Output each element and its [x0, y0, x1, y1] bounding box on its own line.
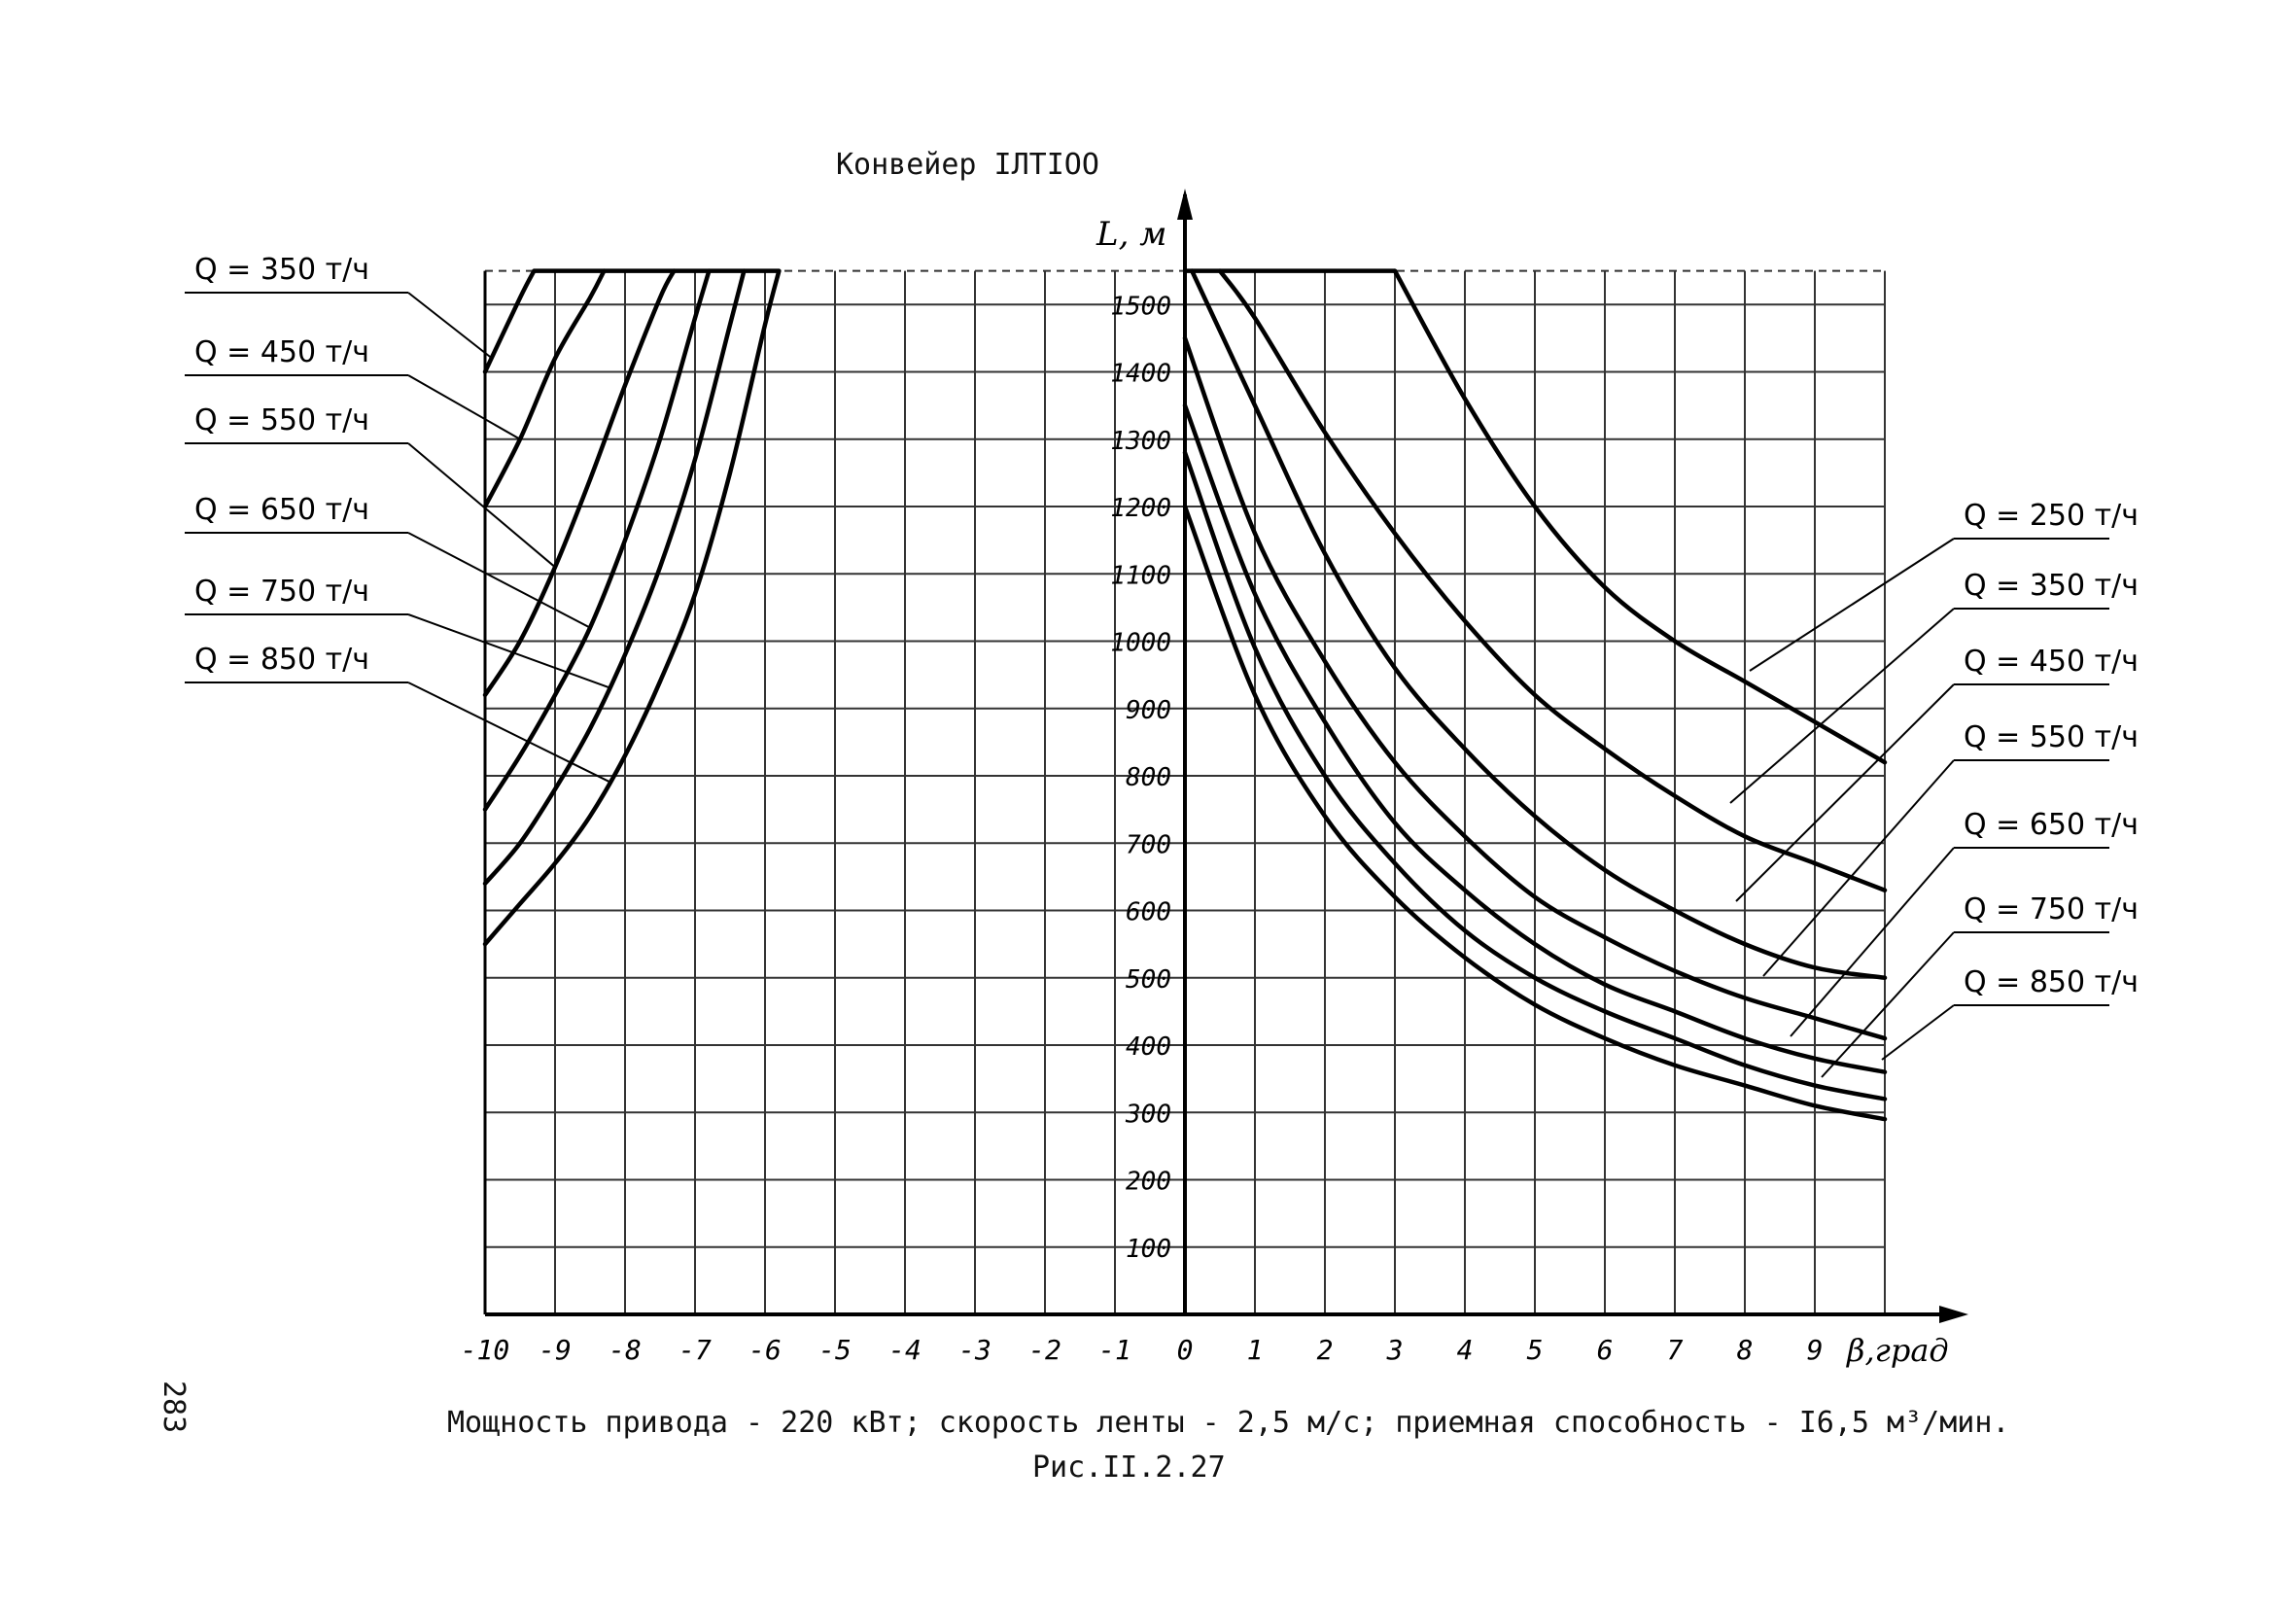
legend-label-right: Q = 550 т/ч	[1964, 720, 2139, 754]
y-axis-label: L, м	[1096, 215, 1166, 254]
caption-line-1: Мощность привода - 220 кВт; скорость лен…	[447, 1406, 2010, 1440]
x-axis-label: β,град	[1846, 1332, 1949, 1369]
x-tick-label: -8	[609, 1334, 642, 1366]
y-tick-label: 1200	[1110, 494, 1171, 523]
legend-label-left: Q = 550 т/ч	[194, 403, 369, 437]
y-tick-label: 1500	[1110, 292, 1171, 321]
legend-label-right: Q = 450 т/ч	[1964, 645, 2139, 679]
y-tick-label: 200	[1126, 1168, 1171, 1197]
x-tick-label: 9	[1807, 1334, 1824, 1366]
x-tick-label: -7	[678, 1334, 712, 1366]
y-tick-label: 900	[1126, 696, 1171, 725]
legend-label-right: Q = 650 т/ч	[1964, 808, 2139, 842]
series-line	[482, 268, 712, 812]
series-line	[1182, 504, 1888, 1122]
legend-label-right: Q = 850 т/ч	[1964, 965, 2139, 999]
legend-leader	[1762, 759, 1955, 977]
legend-leader	[1821, 931, 1955, 1078]
y-tick-label: 800	[1126, 763, 1171, 792]
legend-label-right: Q = 350 т/ч	[1964, 569, 2139, 603]
legend-leader	[407, 442, 556, 569]
y-tick-label: 400	[1126, 1032, 1171, 1062]
legend-leader	[407, 292, 493, 360]
legend-leader	[1729, 608, 1955, 804]
legend-label-left: Q = 750 т/ч	[194, 575, 369, 609]
y-tick-label: 1000	[1110, 629, 1171, 658]
series-line	[482, 268, 782, 947]
series-line	[482, 268, 747, 887]
x-tick-label: -3	[958, 1334, 991, 1366]
x-tick-label: -4	[888, 1334, 922, 1366]
x-tick-label: 2	[1317, 1334, 1334, 1366]
chart-series	[482, 268, 1888, 1122]
y-axis-arrow	[1177, 189, 1193, 220]
y-tick-label: 700	[1126, 830, 1171, 859]
x-tick-label: 3	[1386, 1334, 1404, 1366]
y-tick-label: 600	[1126, 898, 1171, 927]
chart-tick-labels: -10 -9 -8 -7 -6 -5 -4 -3 -2 -1 0 1 2 3 4 5 6 7 8 9100200300…	[461, 215, 1949, 1369]
x-tick-label: -1	[1098, 1334, 1131, 1366]
x-tick-label: 7	[1667, 1334, 1684, 1366]
x-tick-label: -9	[539, 1334, 572, 1366]
series-line	[1182, 402, 1888, 1074]
legend-leader	[407, 532, 591, 629]
legend-leader	[1881, 1004, 1955, 1061]
x-tick-label: 0	[1177, 1334, 1194, 1366]
series-line	[482, 268, 537, 374]
y-tick-label: 500	[1126, 965, 1171, 995]
legend-leader-lines	[185, 292, 2109, 1078]
legend-leader	[1735, 683, 1955, 902]
x-tick-label: -6	[748, 1334, 782, 1366]
x-tick-label: -10	[461, 1334, 510, 1366]
legend-label-left: Q = 350 т/ч	[194, 253, 369, 287]
x-tick-label: 5	[1527, 1334, 1544, 1366]
legend-leader	[1749, 538, 1955, 672]
series-line	[1182, 335, 1888, 1041]
y-tick-label: 1400	[1110, 360, 1171, 389]
series-line	[1217, 268, 1888, 892]
x-tick-label: -5	[818, 1334, 852, 1366]
series-line	[482, 268, 677, 698]
legend-label-right: Q = 250 т/ч	[1964, 499, 2139, 533]
y-tick-label: 1100	[1110, 561, 1171, 590]
page-number: 283	[157, 1381, 191, 1434]
x-tick-label: 4	[1457, 1334, 1474, 1366]
x-tick-label: 8	[1737, 1334, 1754, 1366]
x-tick-label: -2	[1028, 1334, 1061, 1366]
legend-leader	[407, 374, 521, 440]
legend-leader	[1790, 847, 1955, 1037]
series-line	[1189, 268, 1888, 980]
caption-line-2: Рис.II.2.27	[1032, 1451, 1226, 1485]
x-axis-arrow	[1939, 1306, 1968, 1323]
legend-leader	[407, 682, 612, 784]
legend-label-left: Q = 450 т/ч	[194, 335, 369, 369]
series-line	[482, 268, 607, 509]
series-line	[1392, 268, 1888, 765]
legend-leader	[407, 613, 611, 689]
x-tick-label: 1	[1247, 1334, 1264, 1366]
x-tick-label: 6	[1597, 1334, 1614, 1366]
y-tick-label: 1300	[1110, 427, 1171, 456]
legend-label-left: Q = 850 т/ч	[194, 643, 369, 677]
legend-label-right: Q = 750 т/ч	[1964, 892, 2139, 926]
chart-axes	[483, 189, 1968, 1323]
chart-title: Конвейер IЛТIOO	[836, 148, 1099, 182]
chart-legend: Q = 250 т/ч Q = 350 т/ч Q = 450 т/ч Q = 550…	[194, 253, 2139, 999]
y-tick-label: 300	[1125, 1100, 1171, 1129]
series-line	[1182, 450, 1888, 1101]
y-tick-label: 100	[1126, 1235, 1171, 1264]
legend-label-left: Q = 650 т/ч	[194, 493, 369, 527]
